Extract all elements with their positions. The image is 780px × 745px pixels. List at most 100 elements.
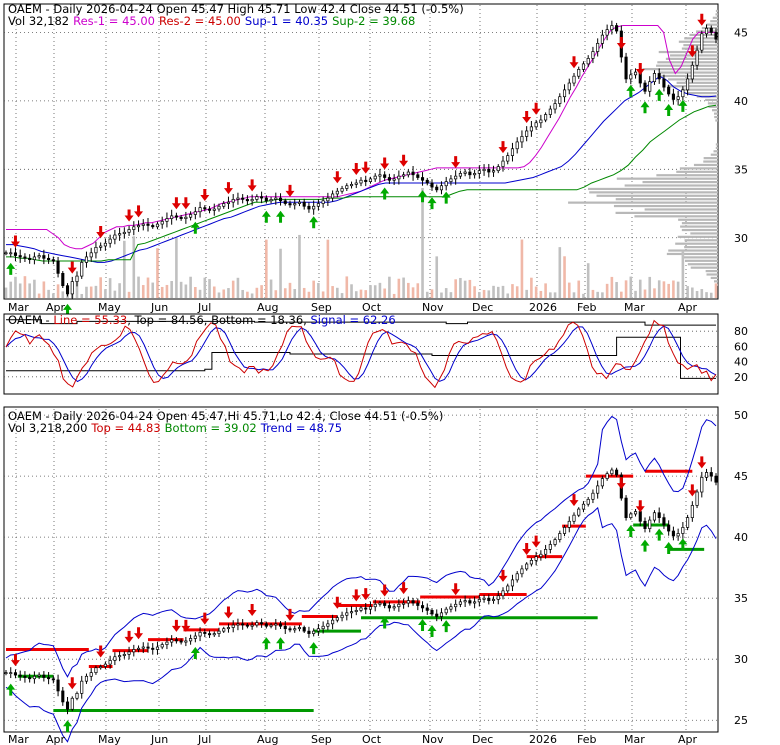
volume-bar bbox=[421, 188, 424, 298]
volume-profile-bar bbox=[568, 201, 718, 204]
volume-bar bbox=[605, 283, 609, 298]
trend-price-bar-body bbox=[250, 624, 254, 627]
volume-profile-bar bbox=[708, 105, 718, 108]
price-bar-body bbox=[13, 252, 18, 256]
price-y-tick-label: 35 bbox=[734, 163, 748, 176]
volume-bar bbox=[56, 284, 60, 298]
volume-profile-bar bbox=[615, 211, 718, 214]
price-bar-body bbox=[118, 233, 122, 236]
price-bar-body bbox=[160, 220, 164, 225]
volume-bar bbox=[511, 284, 514, 298]
volume-profile-bar bbox=[661, 74, 718, 78]
sell-arrow bbox=[134, 205, 144, 218]
volume-profile-bar bbox=[714, 280, 718, 283]
price-bar-body bbox=[359, 179, 363, 184]
buy-arrow bbox=[418, 190, 428, 203]
volume-bar bbox=[549, 292, 552, 298]
volume-bar bbox=[463, 280, 467, 298]
volume-profile-bar bbox=[703, 160, 718, 163]
volume-bar bbox=[326, 239, 330, 298]
volume-profile-bar bbox=[589, 191, 718, 194]
price-bar-body bbox=[170, 215, 174, 219]
volume-bar bbox=[482, 289, 486, 298]
trend-x-tick-label: Mar bbox=[624, 733, 645, 745]
trend-price-bar-body bbox=[529, 559, 533, 565]
trend-price-bar-body bbox=[297, 627, 302, 630]
trend-price-bar-body bbox=[562, 527, 567, 534]
price-bar-body bbox=[245, 199, 249, 202]
header-part-0: Vol 3,218,200 bbox=[8, 421, 87, 435]
price-bar-body bbox=[326, 197, 330, 202]
trend-price-bar-body bbox=[255, 622, 259, 626]
sell-arrow bbox=[616, 37, 626, 50]
price-bar-body bbox=[487, 168, 491, 173]
volume-profile-bar bbox=[705, 98, 718, 102]
trend-price-bar-body bbox=[449, 606, 453, 610]
sell-arrow bbox=[124, 209, 134, 222]
price-bar-body bbox=[449, 178, 453, 182]
trend-price-bar-body bbox=[42, 674, 46, 678]
volume-profile-bar bbox=[676, 81, 718, 84]
trend-price-bar-body bbox=[458, 601, 462, 605]
price-bar-body bbox=[349, 184, 354, 187]
trend-price-bar-body bbox=[236, 623, 240, 626]
trend-sell-arrow bbox=[616, 477, 626, 490]
price-x-tick-label: Jun bbox=[150, 301, 168, 314]
volume-bar bbox=[189, 276, 192, 298]
price-bar-body bbox=[420, 177, 425, 181]
sell-arrow bbox=[10, 235, 20, 248]
trend-price-bar-body bbox=[416, 602, 420, 606]
volume-bar bbox=[250, 293, 254, 298]
trend-sell-arrow bbox=[124, 630, 134, 643]
volume-bar bbox=[558, 247, 562, 298]
trend-price-bar-body bbox=[264, 623, 268, 627]
volume-bar bbox=[610, 276, 614, 298]
trend-sell-arrow bbox=[10, 654, 20, 667]
price-bar-body bbox=[312, 205, 316, 210]
volume-profile-bar bbox=[658, 50, 718, 54]
volume-bar bbox=[586, 263, 590, 298]
price-bar-body bbox=[146, 223, 150, 226]
price-bar-body bbox=[501, 160, 505, 167]
trend-buy-arrow bbox=[190, 647, 200, 660]
trend-price-bar-body bbox=[174, 639, 178, 642]
stochastic-y-tick-label: 40 bbox=[734, 356, 748, 369]
trend-price-bar-body bbox=[155, 646, 160, 650]
trend-buy-arrow bbox=[63, 720, 73, 733]
volume-profile-bar bbox=[713, 150, 718, 153]
trend-price-bar-body bbox=[378, 602, 382, 605]
volume-profile-bar bbox=[678, 218, 718, 221]
buy-arrow bbox=[427, 197, 437, 210]
volume-profile-bar bbox=[710, 20, 718, 23]
trend-y-tick-label: 30 bbox=[734, 653, 748, 666]
volume-bar bbox=[283, 288, 287, 298]
price-bar-body bbox=[477, 170, 481, 174]
volume-profile-bar bbox=[656, 174, 718, 177]
trend-x-tick-label: Apr bbox=[678, 733, 698, 745]
trend-price-bar-body bbox=[331, 619, 335, 625]
volume-bar bbox=[127, 291, 131, 298]
trend-price-bar-body bbox=[387, 605, 391, 609]
trend-price-bar-body bbox=[605, 473, 609, 479]
trend-price-bar-body bbox=[349, 611, 354, 614]
trend-price-bar-body bbox=[203, 632, 207, 634]
trend-price-bar-body bbox=[553, 539, 557, 545]
volume-profile-bar bbox=[634, 215, 718, 218]
volume-profile-bar bbox=[712, 16, 718, 19]
volume-bar bbox=[9, 281, 13, 298]
price-bar-body bbox=[122, 231, 126, 234]
buy-arrow bbox=[380, 187, 390, 200]
header-part-4: Sup-2 = 39.68 bbox=[332, 14, 415, 28]
volume-bar bbox=[534, 286, 538, 298]
trend-price-bar-body bbox=[671, 530, 675, 537]
volume-bar bbox=[553, 292, 557, 298]
volume-profile-bar bbox=[715, 143, 718, 146]
volume-bar bbox=[99, 277, 102, 298]
trend-sell-arrow bbox=[67, 677, 77, 690]
price-bar-body bbox=[496, 166, 500, 172]
trend-price-bar-body bbox=[231, 624, 235, 628]
price-bar-body bbox=[510, 148, 515, 156]
volume-bar bbox=[179, 281, 183, 298]
trend-price-bar-body bbox=[165, 641, 169, 645]
trend-price-bar-body bbox=[624, 497, 628, 518]
